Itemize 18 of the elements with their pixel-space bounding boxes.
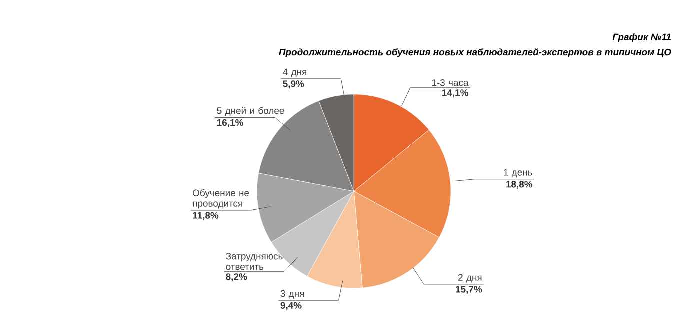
data-label: 16,1% bbox=[217, 119, 244, 128]
data-label: 9,4% bbox=[280, 302, 302, 310]
data-label: 8,2% bbox=[226, 274, 248, 282]
data-label: 5,9% bbox=[283, 80, 304, 89]
data-label: 18,8% bbox=[506, 181, 533, 190]
data-label: 15,7% bbox=[456, 286, 482, 294]
slice-label: 3 дня bbox=[280, 290, 304, 299]
data-label: 11,8% bbox=[193, 212, 219, 220]
chart-subtitle: Продолжительность обучения новых наблюдателей-экспертов в типичном ЦО bbox=[279, 48, 672, 58]
slice-label: 5 дней и более bbox=[217, 107, 284, 116]
slice-label: 4 дня bbox=[283, 68, 307, 78]
slice-label: 2 дня bbox=[458, 274, 482, 283]
slice-label: Затрудняюсь ответить bbox=[226, 253, 283, 270]
text: График №11 bbox=[612, 34, 671, 42]
slice-label: 1-3 часа bbox=[432, 80, 469, 86]
slice-label: 1 день bbox=[504, 169, 532, 178]
data-label: 14,1% bbox=[442, 90, 468, 98]
slice-label: Обучение не проводится bbox=[193, 189, 250, 209]
